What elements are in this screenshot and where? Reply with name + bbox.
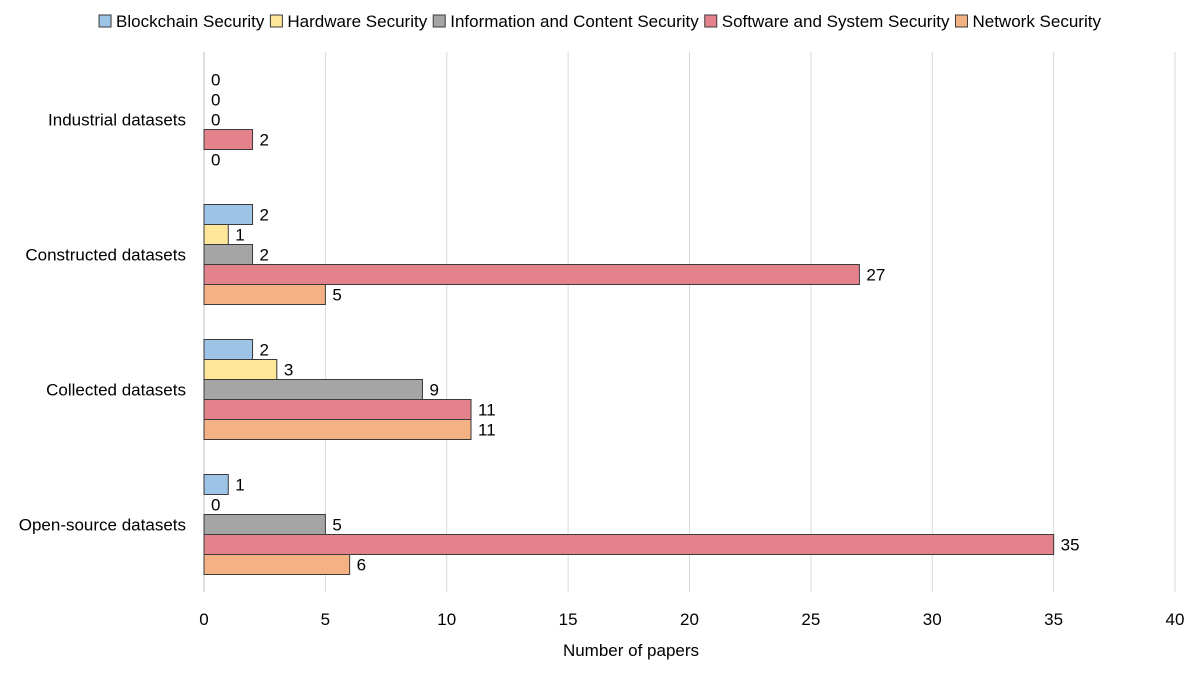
legend-label: Hardware Security [287,12,427,31]
bar-constructed-datasets-information-and-content-security [203,244,254,265]
data-label-open-source-datasets-information-and-content-security: 5 [332,516,341,535]
legend-label: Information and Content Security [450,12,699,31]
category-label-constructed-datasets: Constructed datasets [25,246,186,265]
bar-collected-datasets-software-and-system-security [203,399,472,420]
x-tick-label: 10 [437,610,456,629]
x-axis-ticks: 0 5 10 15 20 25 30 35 40 [199,610,1184,629]
category-labels: Industrial datasets Constructed datasets C… [19,111,186,535]
bar-open-source-datasets-network-security [203,554,351,575]
category-label-industrial-datasets: Industrial datasets [48,111,186,130]
data-label-constructed-datasets-network-security: 5 [332,286,341,305]
data-label-collected-datasets-network-security: 11 [478,421,496,440]
legend-item-information-and-content-security: Information and Content Security [432,12,699,31]
data-label-collected-datasets-blockchain-security: 2 [260,341,269,360]
gridlines [203,52,1176,592]
data-label-constructed-datasets-blockchain-security: 2 [260,206,269,225]
data-label-open-source-datasets-blockchain-security: 1 [235,476,244,495]
bars [203,129,1055,575]
x-tick-label: 30 [923,610,942,629]
legend-swatch [954,14,968,28]
bar-collected-datasets-hardware-security [203,359,278,380]
data-label-collected-datasets-hardware-security: 3 [284,361,293,380]
legend-item-network-security: Network Security [954,12,1101,31]
legend: Blockchain Security Hardware Security Info… [98,12,1101,31]
x-tick-label: 35 [1044,610,1063,629]
bar-constructed-datasets-network-security [203,284,326,305]
data-label-industrial-datasets-information-and-content-security: 0 [211,111,220,130]
legend-label: Network Security [972,12,1101,31]
bar-open-source-datasets-software-and-system-security [203,534,1055,555]
x-tick-label: 0 [199,610,208,629]
legend-item-hardware-security: Hardware Security [269,12,428,31]
bar-collected-datasets-information-and-content-security [203,379,423,400]
category-label-collected-datasets: Collected datasets [46,381,186,400]
bar-constructed-datasets-blockchain-security [203,204,254,225]
data-label-collected-datasets-software-and-system-security: 11 [478,401,496,420]
legend-swatch [432,14,446,28]
bar-constructed-datasets-software-and-system-security [203,264,860,285]
data-label-industrial-datasets-hardware-security: 0 [211,91,220,110]
x-tick-label: 40 [1166,610,1185,629]
x-tick-label: 15 [559,610,578,629]
legend-item-blockchain-security: Blockchain Security [98,12,265,31]
legend-item-software-and-system-security: Software and System Security [704,12,950,31]
category-label-open-source-datasets: Open-source datasets [19,516,186,535]
data-label-open-source-datasets-hardware-security: 0 [211,496,220,515]
legend-label: Software and System Security [722,12,950,31]
x-axis-label: Number of papers [563,641,699,660]
legend-swatch [269,14,283,28]
legend-label: Blockchain Security [116,12,265,31]
data-label-industrial-datasets-network-security: 0 [211,151,220,170]
data-label-collected-datasets-information-and-content-security: 9 [429,381,438,400]
data-label-open-source-datasets-network-security: 6 [357,556,366,575]
data-label-constructed-datasets-information-and-content-security: 2 [260,246,269,265]
x-tick-label: 25 [801,610,820,629]
data-label-constructed-datasets-software-and-system-security: 27 [866,266,885,285]
legend-swatch [98,14,112,28]
legend-swatch [704,14,718,28]
data-label-industrial-datasets-software-and-system-security: 2 [260,131,269,150]
bar-industrial-datasets-software-and-system-security [203,129,254,150]
bar-constructed-datasets-hardware-security [203,224,229,245]
data-label-open-source-datasets-software-and-system-security: 35 [1061,536,1080,555]
x-tick-label: 20 [680,610,699,629]
bar-collected-datasets-network-security [203,419,472,440]
bar-open-source-datasets-blockchain-security [203,474,229,495]
data-label-industrial-datasets-blockchain-security: 0 [211,71,220,90]
bar-open-source-datasets-information-and-content-security [203,514,326,535]
x-tick-label: 5 [321,610,330,629]
bar-collected-datasets-blockchain-security [203,339,254,360]
data-label-constructed-datasets-hardware-security: 1 [235,226,244,245]
